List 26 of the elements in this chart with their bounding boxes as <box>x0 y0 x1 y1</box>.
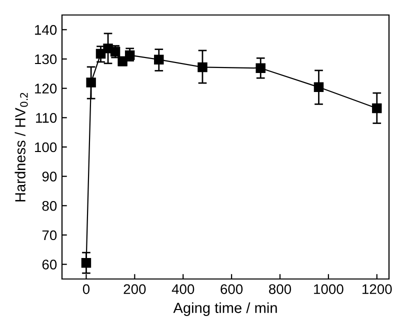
point <box>81 258 92 268</box>
y-tick-label: 130 <box>35 54 57 64</box>
point <box>372 103 382 114</box>
point <box>256 63 266 73</box>
x-tick-label: 0 <box>82 284 90 294</box>
x-tick-label: 400 <box>172 284 194 294</box>
point <box>86 78 96 88</box>
y-tick-label: 140 <box>35 25 57 35</box>
y-tick-label: 90 <box>42 172 57 182</box>
x-tick-label: 200 <box>124 284 146 294</box>
x-tick-label: 800 <box>269 284 292 294</box>
point <box>124 50 135 60</box>
y-tick-label: 100 <box>35 142 57 152</box>
x-tick-label: 600 <box>220 284 243 294</box>
point <box>198 62 208 72</box>
y-tick-label: 60 <box>42 260 57 270</box>
point <box>314 82 324 92</box>
y-tick-label: 80 <box>42 201 57 211</box>
x-tick-label: 1200 <box>362 284 392 294</box>
point <box>154 54 164 64</box>
y-tick-label: 70 <box>42 230 57 240</box>
x-axis-title: Aging time / min <box>173 302 277 316</box>
y-tick-label: 110 <box>36 113 57 123</box>
y-tick-label: 120 <box>35 84 57 94</box>
x-tick-label: 1000 <box>314 284 344 294</box>
y-axis-title: Hardness / HV$_{0.2}$ <box>14 92 28 202</box>
